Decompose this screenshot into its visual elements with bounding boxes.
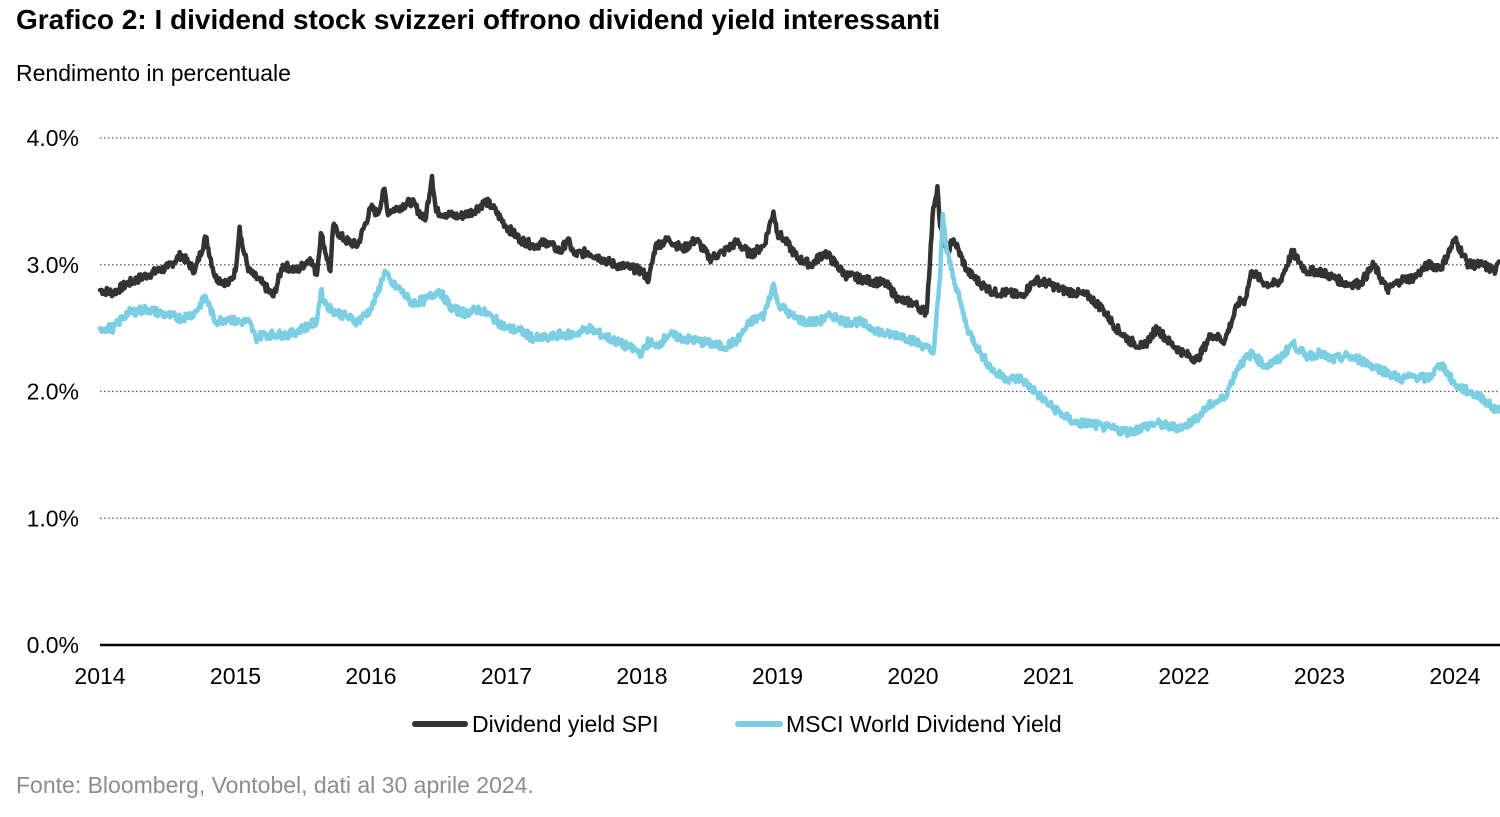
y-tick-label: 1.0% — [27, 505, 79, 531]
series-line-0 — [97, 173, 1500, 365]
y-tick-label: 2.0% — [27, 379, 79, 405]
x-tick-label: 2024 — [1429, 663, 1480, 689]
x-tick-label: 2023 — [1294, 663, 1345, 689]
x-tick-label: 2021 — [1023, 663, 1074, 689]
series-line-1 — [97, 211, 1500, 439]
x-tick-label: 2019 — [752, 663, 803, 689]
legend-label: MSCI World Dividend Yield — [786, 711, 1062, 737]
x-tick-label: 2020 — [887, 663, 938, 689]
source-note: Fonte: Bloomberg, Vontobel, dati al 30 a… — [16, 772, 534, 798]
y-tick-label: 0.0% — [27, 632, 79, 658]
y-tick-label: 4.0% — [27, 125, 79, 151]
chart-title: Grafico 2: I dividend stock svizzeri off… — [16, 4, 941, 35]
series-lines — [97, 173, 1500, 439]
x-tick-label: 2015 — [210, 663, 261, 689]
x-tick-label: 2016 — [345, 663, 396, 689]
y-tick-label: 3.0% — [27, 252, 79, 278]
x-tick-label: 2018 — [616, 663, 667, 689]
x-tick-label: 2017 — [481, 663, 532, 689]
y-axis-label: Rendimento in percentuale — [16, 60, 291, 86]
legend-label: Dividend yield SPI — [472, 711, 659, 737]
x-tick-label: 2022 — [1158, 663, 1209, 689]
x-axis-ticks: 2014 2015 2016 2017 2018 2019 2020 2021 2022 2023… — [74, 663, 1480, 689]
legend: Dividend yield SPI MSCI World Dividend Yi… — [412, 711, 1062, 737]
x-tick-label: 2014 — [74, 663, 125, 689]
y-axis-ticks: 0.0% 1.0% 2.0% 3.0% 4.0% — [27, 125, 79, 658]
